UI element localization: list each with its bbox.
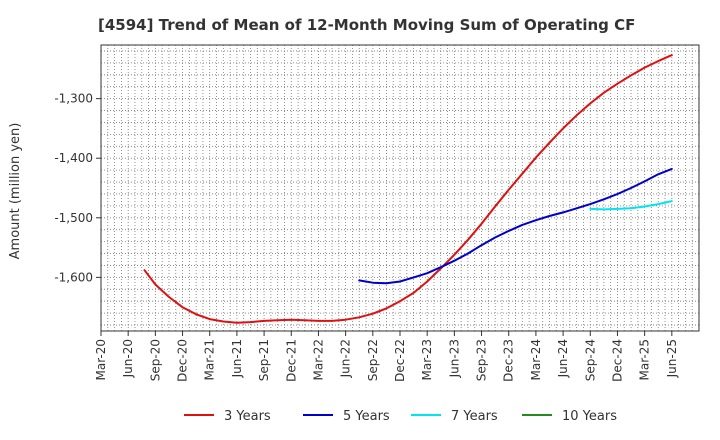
x-tick-label: Jun-25 [665, 339, 679, 378]
y-tick-label: -1,400 [54, 151, 93, 165]
x-tick-label: Jun-24 [556, 339, 570, 378]
x-tick-label: Sep-23 [475, 339, 489, 381]
x-tick-label: Sep-21 [257, 339, 271, 381]
y-tick-label: -1,500 [54, 211, 93, 225]
x-tick-label: Sep-24 [583, 339, 597, 381]
x-tick-label: Sep-20 [148, 339, 162, 381]
x-tick-label: Dec-21 [284, 339, 298, 382]
x-tick-label: Dec-22 [393, 339, 407, 382]
x-tick-label: Mar-24 [529, 339, 543, 380]
legend: 3 Years 5 Years 7 Years 10 Years [184, 409, 617, 424]
series-line [143, 54, 673, 324]
x-tick-label: Sep-22 [366, 339, 380, 381]
x-tick-label: Dec-24 [610, 339, 624, 382]
x-tick-label: Mar-20 [94, 339, 108, 380]
y-tick-label: -1,600 [54, 270, 93, 284]
y-axis-label: Amount (million yen) [8, 123, 23, 260]
series-line [358, 167, 673, 285]
x-tick-label: Jun-23 [447, 339, 461, 378]
x-tick-label: Jun-22 [339, 339, 353, 378]
legend-label: 7 Years [451, 409, 498, 424]
plot-area: -1,300 -1,400 -1,500 -1,600 Mar-20 Jun-20 Sep-… [54, 44, 700, 382]
legend-label: 3 Years [224, 409, 271, 424]
x-tick-label: Jun-20 [121, 339, 135, 378]
chart-title: [4594] Trend of Mean of 12-Month Moving … [98, 16, 635, 34]
x-tick-label: Mar-22 [311, 339, 325, 380]
legend-label: 10 Years [562, 409, 617, 424]
y-tick-label: -1,300 [54, 92, 93, 106]
x-tick-label: Mar-25 [638, 339, 652, 380]
x-tick-label: Dec-23 [502, 339, 516, 382]
legend-label: 5 Years [343, 409, 390, 424]
series-line [589, 200, 673, 211]
x-tick-label: Jun-21 [230, 339, 244, 378]
x-tick-label: Dec-20 [176, 339, 190, 382]
x-tick-label: Mar-21 [203, 339, 217, 380]
x-tick-label: Mar-23 [420, 339, 434, 380]
